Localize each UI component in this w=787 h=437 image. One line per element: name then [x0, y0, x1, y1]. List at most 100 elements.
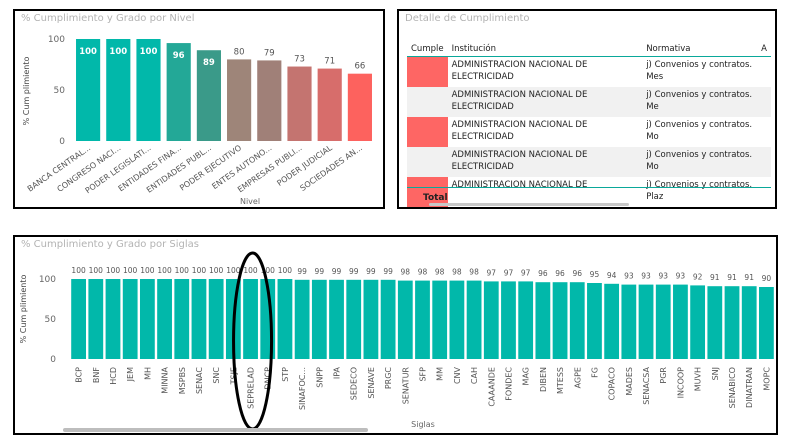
x-tick-label: SENATUR [401, 367, 410, 405]
data-label: 79 [264, 48, 275, 58]
col-header-cumple[interactable]: Cumple [407, 41, 448, 57]
bar [724, 286, 740, 359]
y-tick-label: 0 [50, 355, 56, 365]
x-tick-label: SNC [212, 367, 221, 384]
data-label: 98 [435, 268, 445, 277]
x-tick-label: INCOOP [676, 367, 685, 399]
bar [157, 279, 172, 359]
data-label: 92 [693, 272, 703, 281]
data-label: 93 [658, 272, 668, 281]
data-label: 99 [297, 267, 307, 276]
y-axis-label: % Cum plimiento [19, 275, 28, 344]
x-tick-label: DINATRAN [745, 367, 754, 408]
bar [621, 284, 637, 359]
bar [415, 280, 430, 359]
data-label: 91 [710, 273, 720, 282]
data-label: 100 [278, 266, 293, 275]
x-tick-label: JEM [126, 367, 135, 382]
bar [122, 279, 138, 359]
x-tick-label: BCP [75, 367, 84, 383]
data-label: 93 [624, 272, 634, 281]
bar [191, 279, 207, 359]
panel-nivel: % Cumplimiento y Grado por Nivel 0 50 100%… [13, 9, 385, 209]
panel-siglas: % Cumplimiento y Grado por Siglas 0 50 100… [13, 235, 778, 435]
bar [741, 286, 757, 359]
bar [174, 279, 190, 359]
bar [552, 282, 568, 359]
data-label: 93 [641, 272, 651, 281]
table-row[interactable]: ADMINISTRACION NACIONAL DE ELECTRICIDAD … [407, 56, 771, 87]
normativa-cell: j) Convenios y contratos. Mes [646, 60, 753, 82]
data-label: 100 [209, 266, 224, 275]
table-row[interactable]: ADMINISTRACION NACIONAL DE j) Convenios … [407, 176, 771, 207]
x-tick-label: CAAANDE [487, 367, 496, 407]
data-label: 98 [469, 268, 479, 277]
x-tick-label: BNF [92, 367, 101, 383]
x-tick-label: MSPBS [178, 367, 187, 394]
data-label: 100 [140, 47, 158, 57]
data-label: 100 [192, 266, 207, 275]
total-label: Total [423, 193, 448, 203]
bar [518, 281, 534, 359]
data-label: 89 [203, 58, 215, 68]
data-label: 93 [676, 272, 686, 281]
data-label: 98 [401, 268, 411, 277]
table-row[interactable]: ADMINISTRACION NACIONAL DE ELECTRICIDAD … [407, 146, 771, 177]
x-tick-label: CAH [470, 367, 479, 384]
x-tick-label: AGPE [573, 367, 582, 388]
data-label: 94 [607, 271, 617, 280]
x-tick-label: SEDECO [350, 367, 359, 400]
chart-horizontal-scrollbar[interactable] [63, 428, 368, 432]
col-header-normativa[interactable]: Normativa [642, 41, 758, 57]
bar [317, 68, 342, 141]
col-header-institucion[interactable]: Institución [447, 41, 643, 57]
bar [432, 280, 448, 359]
data-label: 96 [572, 269, 582, 278]
x-tick-label: MH [143, 367, 152, 380]
panel-nivel-title: % Cumplimiento y Grado por Nivel [21, 13, 195, 24]
bar [397, 280, 413, 359]
panel-detalle: Detalle de Cumplimiento Cumple Instituci… [397, 9, 777, 209]
data-label: 97 [521, 268, 531, 277]
bar [449, 280, 465, 359]
table-row[interactable]: ADMINISTRACION NACIONAL DE ELECTRICIDAD … [407, 86, 771, 117]
x-axis-label: Siglas [411, 420, 435, 429]
col-header-extra[interactable]: A [757, 41, 771, 57]
data-label: 100 [261, 266, 276, 275]
cumple-cell [407, 116, 448, 147]
extra-cell [757, 177, 771, 207]
bar [196, 50, 221, 141]
bar [346, 279, 362, 359]
bar [227, 59, 252, 141]
data-label: 100 [71, 266, 86, 275]
detalle-table-wrap: Cumple Institución Normativa A ADMINISTR… [399, 11, 775, 215]
table-horizontal-scrollbar[interactable] [429, 203, 629, 206]
bar [604, 283, 620, 359]
table-row[interactable]: ADMINISTRACION NACIONAL DE ELECTRICIDAD … [407, 116, 771, 147]
bar [257, 60, 282, 141]
x-tick-label: SEPRELAD [247, 367, 256, 409]
data-label: 96 [173, 51, 185, 61]
data-label: 97 [504, 268, 514, 277]
panel-siglas-title: % Cumplimiento y Grado por Siglas [21, 239, 199, 250]
x-tick-label: IPA [333, 366, 342, 379]
x-tick-label: MADES [625, 367, 634, 396]
x-tick-label: PGR [659, 367, 668, 384]
data-label: 91 [744, 273, 754, 282]
normativa-cell: j) Convenios y contratos. Mo [646, 119, 753, 142]
cumple-cell [407, 176, 448, 207]
x-tick-label: MM [436, 367, 445, 381]
bar [347, 73, 372, 141]
x-tick-label: MINNA [161, 366, 170, 393]
data-label: 100 [175, 266, 190, 275]
x-tick-label: MUVH [694, 367, 703, 391]
bar [105, 279, 121, 359]
x-tick-label: DIBEN [539, 367, 548, 392]
bar [380, 279, 396, 359]
bar [294, 279, 310, 359]
data-label: 98 [452, 268, 462, 277]
bar [311, 279, 327, 359]
data-label: 96 [555, 269, 565, 278]
data-label: 71 [324, 57, 335, 67]
normativa-cell: j) Convenios y contratos. Mo [642, 146, 758, 177]
